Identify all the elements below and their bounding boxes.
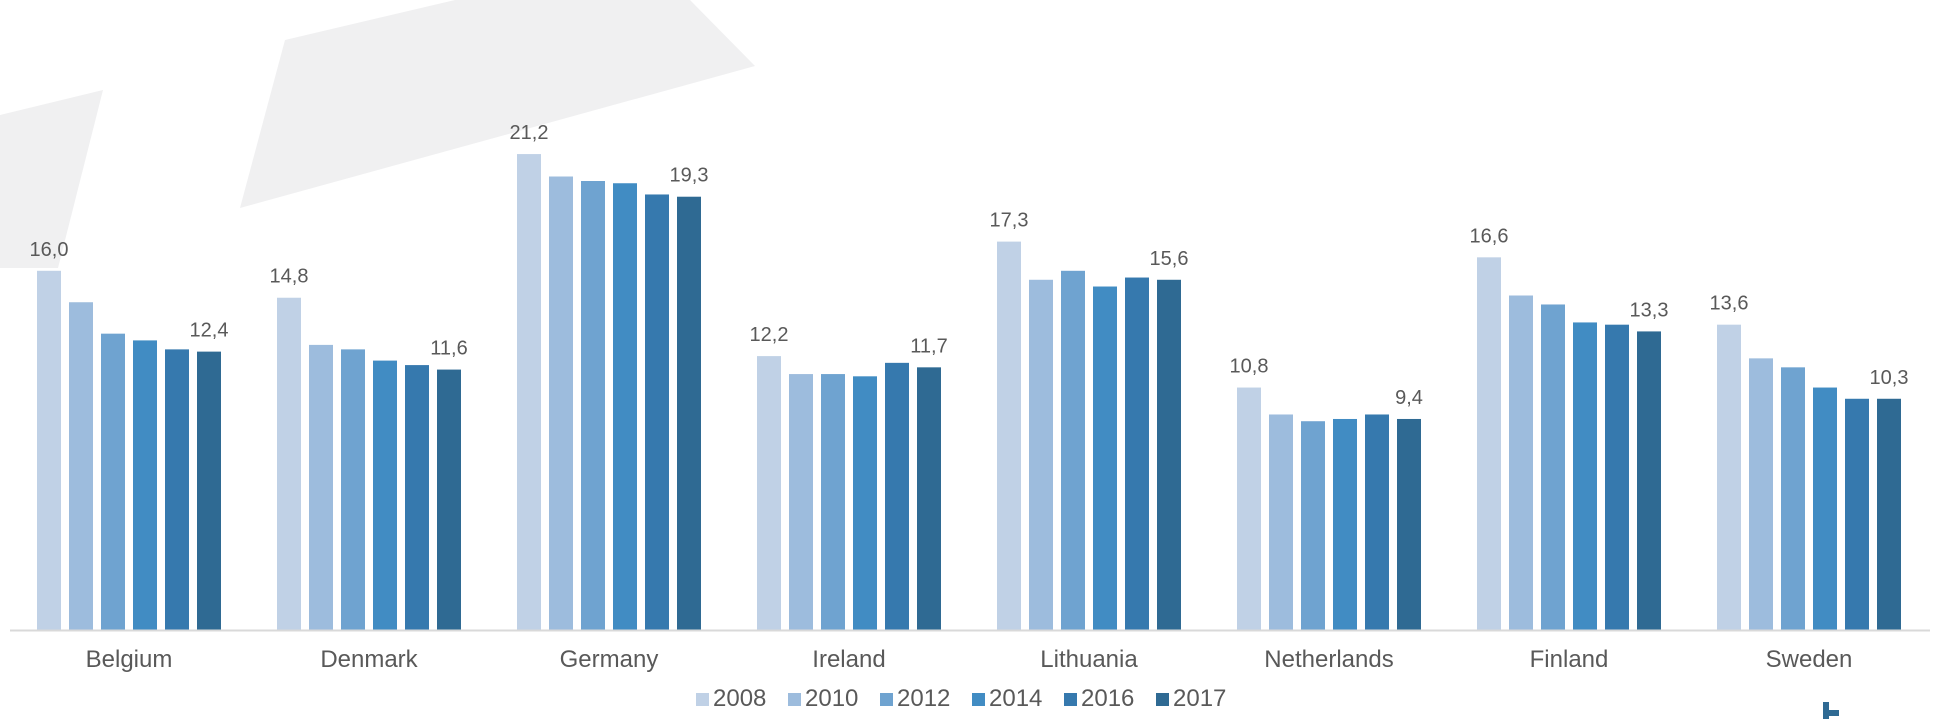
- legend: 2008 2010 2012 2014 2016 2017: [696, 685, 1226, 712]
- data-label: 17,3: [990, 210, 1029, 232]
- category-label: Denmark: [320, 646, 418, 673]
- bar-ireland-2016: [885, 362, 909, 630]
- legend-swatch: [972, 693, 985, 706]
- logo-mark: [1823, 702, 1829, 719]
- bar-ireland-2012: [821, 374, 845, 630]
- legend-swatch: [880, 693, 893, 706]
- bar-belgium-2012: [101, 333, 125, 630]
- bar-denmark-2012: [341, 349, 365, 630]
- data-label: 15,6: [1150, 248, 1189, 270]
- category-label: Ireland: [812, 646, 885, 673]
- bar-lithuania-2017: [1157, 279, 1181, 630]
- logo-mark: [1829, 710, 1839, 716]
- bar-finland-2014: [1573, 322, 1597, 630]
- bar-netherlands-2008: [1237, 387, 1261, 630]
- legend-swatch: [788, 693, 801, 706]
- bar-lithuania-2016: [1125, 277, 1149, 630]
- bar-lithuania-2012: [1061, 270, 1085, 630]
- bar-denmark-2008: [277, 297, 301, 630]
- bar-germany-2010: [549, 176, 573, 630]
- data-label: 10,8: [1230, 356, 1269, 378]
- category-label: Belgium: [86, 646, 173, 673]
- bar-netherlands-2016: [1365, 414, 1389, 630]
- legend-label: 2014: [989, 685, 1042, 712]
- data-label: 11,6: [430, 338, 467, 360]
- background-shape: [0, 90, 103, 268]
- bar-ireland-2010: [789, 374, 813, 630]
- data-label: 12,2: [750, 324, 789, 346]
- background-shape: [240, 0, 755, 208]
- bar-denmark-2014: [373, 360, 397, 630]
- category-label: Germany: [560, 646, 659, 673]
- bar-sweden-2010: [1749, 358, 1773, 630]
- bar-sweden-2008: [1717, 324, 1741, 630]
- bar-netherlands-2012: [1301, 421, 1325, 630]
- bar-denmark-2010: [309, 344, 333, 630]
- bar-belgium-2017: [197, 351, 221, 630]
- data-label: 11,7: [910, 335, 947, 357]
- bar-ireland-2017: [917, 367, 941, 630]
- data-label: 12,4: [190, 320, 229, 342]
- bar-lithuania-2010: [1029, 279, 1053, 630]
- legend-label: 2008: [713, 685, 766, 712]
- data-label: 10,3: [1870, 367, 1909, 389]
- bar-netherlands-2014: [1333, 418, 1357, 630]
- background-decoration: [0, 0, 755, 268]
- bar-lithuania-2008: [997, 241, 1021, 631]
- bar-sweden-2016: [1845, 398, 1869, 630]
- bar-germany-2008: [517, 154, 541, 630]
- data-label: 19,3: [670, 165, 709, 187]
- legend-label: 2010: [805, 685, 858, 712]
- bar-denmark-2016: [405, 365, 429, 630]
- data-label: 16,6: [1470, 225, 1509, 247]
- data-label: 21,2: [510, 122, 549, 144]
- bar-sweden-2017: [1877, 398, 1901, 630]
- category-label: Netherlands: [1264, 646, 1393, 673]
- bar-sweden-2014: [1813, 387, 1837, 630]
- legend-label: 2017: [1173, 685, 1226, 712]
- bar-finland-2008: [1477, 257, 1501, 630]
- data-label: 16,0: [30, 239, 69, 261]
- bar-sweden-2012: [1781, 367, 1805, 630]
- data-labels: 16,0 12,4 14,8 11,6 21,2 19,3 12,2 11,7 17,3 15,6…: [30, 122, 1909, 409]
- bar-finland-2017: [1637, 331, 1661, 630]
- bar-lithuania-2014: [1093, 286, 1117, 630]
- bars: [37, 154, 1901, 631]
- legend-swatch: [1156, 693, 1169, 706]
- bar-germany-2016: [645, 194, 669, 630]
- bar-belgium-2016: [165, 349, 189, 630]
- bar-ireland-2014: [853, 376, 877, 630]
- bar-belgium-2014: [133, 340, 157, 630]
- bar-belgium-2010: [69, 302, 93, 630]
- category-axis: Belgium Denmark Germany Ireland Lithuania Net…: [86, 646, 1853, 673]
- data-label: 14,8: [270, 266, 309, 288]
- bar-germany-2014: [613, 183, 637, 630]
- bar-netherlands-2010: [1269, 414, 1293, 630]
- bar-finland-2016: [1605, 324, 1629, 630]
- legend-label: 2016: [1081, 685, 1134, 712]
- data-label: 13,6: [1710, 293, 1749, 315]
- data-label: 13,3: [1630, 299, 1669, 321]
- bar-netherlands-2017: [1397, 418, 1421, 630]
- bar-finland-2012: [1541, 304, 1565, 630]
- bar-ireland-2008: [757, 356, 781, 630]
- bar-denmark-2017: [437, 369, 461, 630]
- bar-belgium-2008: [37, 270, 61, 630]
- data-label: 9,4: [1395, 387, 1423, 409]
- legend-swatch: [1064, 693, 1077, 706]
- category-label: Finland: [1530, 646, 1609, 673]
- bar-finland-2010: [1509, 295, 1533, 630]
- category-label: Lithuania: [1040, 646, 1138, 673]
- legend-swatch: [696, 693, 709, 706]
- bar-germany-2012: [581, 181, 605, 630]
- bar-germany-2017: [677, 196, 701, 630]
- brand-logo: [1823, 702, 1839, 719]
- category-label: Sweden: [1766, 646, 1853, 673]
- legend-label: 2012: [897, 685, 950, 712]
